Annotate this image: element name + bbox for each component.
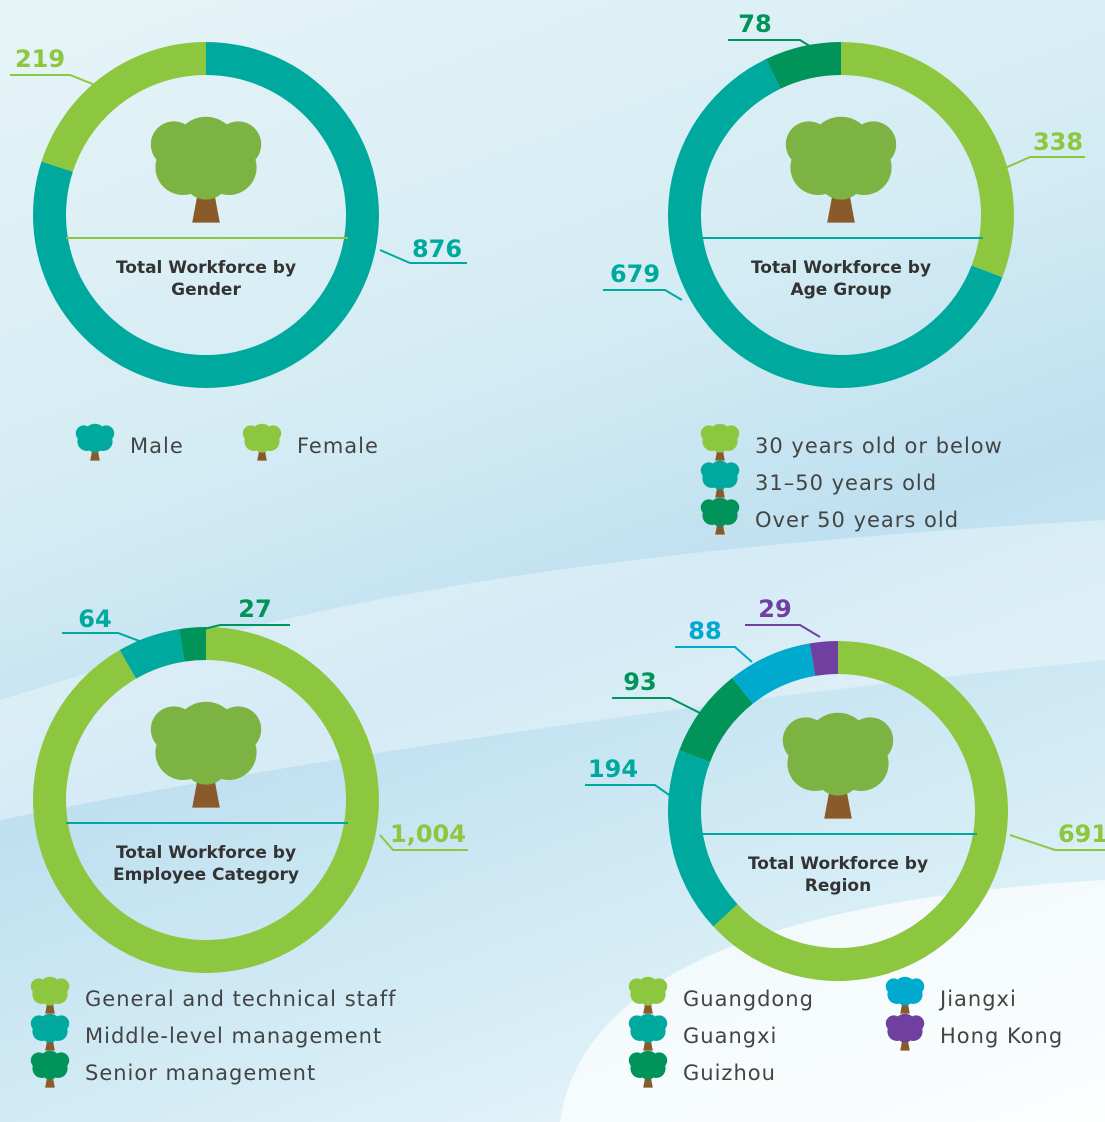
- value-label: 88: [688, 617, 721, 645]
- donut-segment: [766, 42, 841, 89]
- legend-label: Middle-level management: [85, 1024, 382, 1048]
- legend-label: Male: [130, 434, 184, 458]
- leader-line: [62, 633, 142, 642]
- tree-crown: [42, 1027, 58, 1043]
- background-swoosh: [0, 520, 1105, 820]
- value-label: 219: [15, 45, 65, 73]
- tree-crown: [640, 1027, 656, 1043]
- chart-title: Total Workforce by Region: [728, 853, 948, 897]
- tree-crown: [87, 437, 103, 453]
- value-label: 691: [1058, 820, 1105, 848]
- legend-label: General and technical staff: [85, 987, 397, 1011]
- leader-line: [603, 290, 682, 300]
- legend-label: Female: [297, 434, 379, 458]
- tree-crown: [897, 1027, 913, 1043]
- tree-crown: [897, 990, 913, 1006]
- value-label: 1,004: [390, 820, 466, 848]
- chart-title: Total Workforce by Employee Category: [96, 842, 316, 886]
- value-label: 78: [738, 10, 771, 38]
- tree-crown: [42, 1064, 58, 1080]
- legend-label: Guizhou: [683, 1061, 776, 1085]
- value-label: 64: [78, 605, 111, 633]
- tree-crown: [640, 990, 656, 1006]
- tree-crown: [183, 739, 229, 785]
- legend-label: 31–50 years old: [755, 471, 937, 495]
- chart-title: Total Workforce by Gender: [96, 257, 316, 301]
- value-label: 876: [412, 235, 462, 263]
- tree-crown: [818, 154, 864, 200]
- tree-crown: [712, 437, 728, 453]
- tree-crown: [815, 750, 861, 796]
- leader-line: [585, 785, 672, 797]
- tree-crown: [640, 1064, 656, 1080]
- legend-label: Jiangxi: [938, 987, 1017, 1011]
- legend-label: Guangxi: [683, 1024, 777, 1048]
- legend-label: Over 50 years old: [755, 508, 959, 532]
- legend-label: 30 years old or below: [755, 434, 1003, 458]
- tree-crown: [254, 437, 270, 453]
- tree-crown: [183, 154, 229, 200]
- leader-line: [10, 75, 95, 85]
- chart-title: Total Workforce by Age Group: [731, 257, 951, 301]
- legend-label: Senior management: [85, 1061, 316, 1085]
- value-label: 93: [623, 668, 656, 696]
- legend-label: Guangdong: [683, 987, 814, 1011]
- leader-line: [1005, 157, 1085, 168]
- value-label: 29: [758, 595, 791, 623]
- value-label: 338: [1033, 128, 1083, 156]
- page: 876 Male 219 Female 338 30 years old or below…: [0, 0, 1105, 1122]
- value-label: 27: [238, 595, 271, 623]
- tree-crown: [42, 990, 58, 1006]
- charts: 876 Male 219 Female 338 30 years old or below…: [0, 0, 1105, 1122]
- value-label: 679: [610, 260, 660, 288]
- value-label: 194: [588, 755, 638, 783]
- legend-label: Hong Kong: [940, 1024, 1063, 1048]
- donut-segment: [668, 750, 738, 926]
- tree-crown: [712, 474, 728, 490]
- tree-crown: [712, 511, 728, 527]
